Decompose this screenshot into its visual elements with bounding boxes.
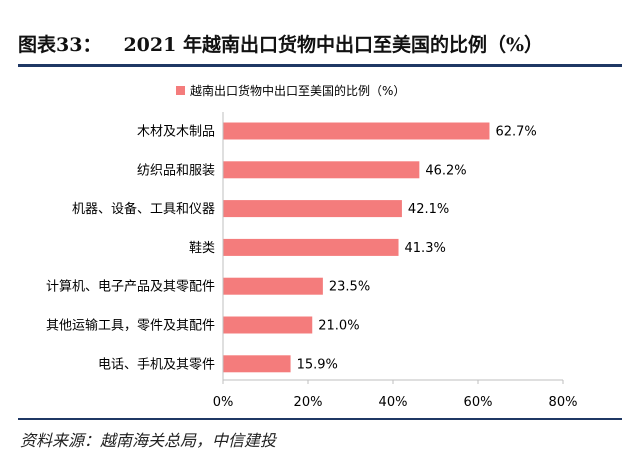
x-tick-label: 20% bbox=[294, 395, 323, 410]
bar bbox=[223, 161, 420, 179]
title-rule bbox=[18, 64, 622, 67]
source-note: 资料来源：越南海关总局，中信建投 bbox=[20, 431, 277, 450]
figure-number: 图表33： bbox=[18, 34, 102, 56]
category-label: 鞋类 bbox=[189, 240, 215, 256]
data-label: 42.1% bbox=[408, 202, 449, 217]
source-rule bbox=[18, 418, 622, 420]
data-label: 46.2% bbox=[425, 163, 466, 178]
data-label: 15.9% bbox=[297, 357, 338, 372]
data-label: 41.3% bbox=[405, 241, 446, 256]
x-tick-label: 80% bbox=[549, 395, 578, 410]
legend-label: 越南出口货物中出口至美国的比例（%） bbox=[190, 83, 405, 98]
data-label: 62.7% bbox=[495, 125, 536, 140]
data-label: 23.5% bbox=[329, 280, 370, 295]
data-label: 21.0% bbox=[318, 319, 359, 334]
bar bbox=[223, 238, 399, 256]
category-label: 计算机、电子产品及其零配件 bbox=[46, 280, 215, 295]
bar bbox=[223, 200, 402, 218]
bar bbox=[223, 316, 313, 334]
category-label: 其他运输工具，零件及其配件 bbox=[46, 318, 215, 334]
category-label: 机器、设备、工具和仪器 bbox=[72, 201, 215, 217]
x-tick-label: 0% bbox=[213, 395, 234, 410]
legend-swatch bbox=[176, 86, 185, 95]
bar bbox=[223, 355, 291, 373]
bar bbox=[223, 277, 323, 295]
category-label: 电话、手机及其零件 bbox=[98, 357, 215, 372]
figure-title: 图表33： 2021 年越南出口货物中出口至美国的比例（%） bbox=[18, 30, 543, 57]
bar bbox=[223, 122, 490, 140]
chart-title: 2021 年越南出口货物中出口至美国的比例（%） bbox=[123, 34, 544, 56]
x-tick-label: 40% bbox=[379, 395, 408, 410]
category-label: 木材及木制品 bbox=[137, 125, 215, 140]
category-label: 纺织品和服装 bbox=[137, 163, 215, 178]
x-tick-label: 60% bbox=[464, 395, 493, 410]
